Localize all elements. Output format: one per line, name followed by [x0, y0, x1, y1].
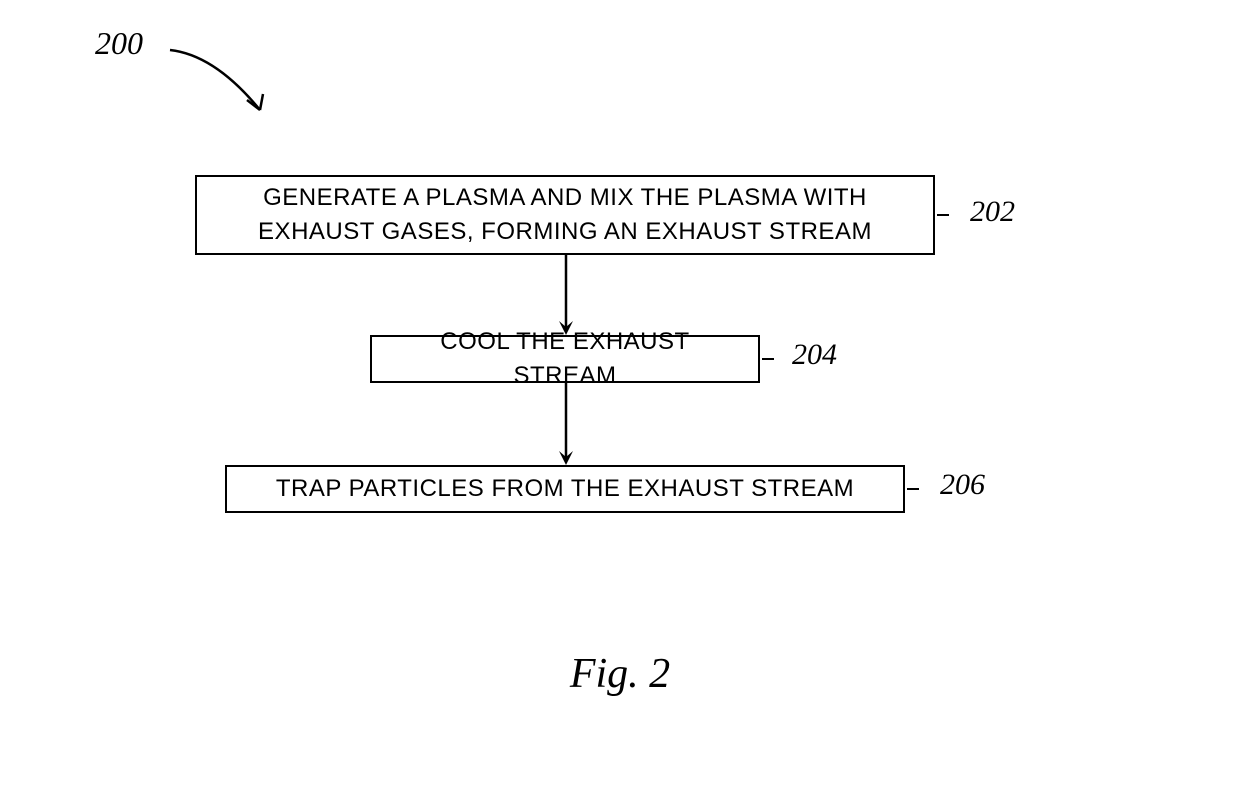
label-tick	[907, 488, 919, 490]
box-text: TRAP PARTICLES FROM THE EXHAUST STREAM	[276, 472, 854, 506]
label-tick	[937, 214, 949, 216]
box-text: GENERATE A PLASMA AND MIX THE PLASMA WIT…	[213, 181, 917, 248]
figure-caption: Fig. 2	[570, 650, 670, 698]
process-box-cool-exhaust: COOL THE EXHAUST STREAM	[370, 335, 760, 383]
process-box-trap-particles: TRAP PARTICLES FROM THE EXHAUST STREAM	[225, 465, 905, 513]
label-tick	[762, 358, 774, 360]
process-box-generate-plasma: GENERATE A PLASMA AND MIX THE PLASMA WIT…	[195, 175, 935, 255]
box-label-206: 206	[940, 468, 985, 502]
diagram-reference-number: 200	[95, 25, 143, 62]
box-label-204: 204	[792, 338, 837, 372]
reference-curve-arrow	[165, 40, 285, 130]
box-label-202: 202	[970, 195, 1015, 229]
flow-arrow-2	[556, 383, 576, 467]
flowchart-container: 200 GENERATE A PLASMA AND MIX THE PLASMA…	[0, 0, 1240, 801]
